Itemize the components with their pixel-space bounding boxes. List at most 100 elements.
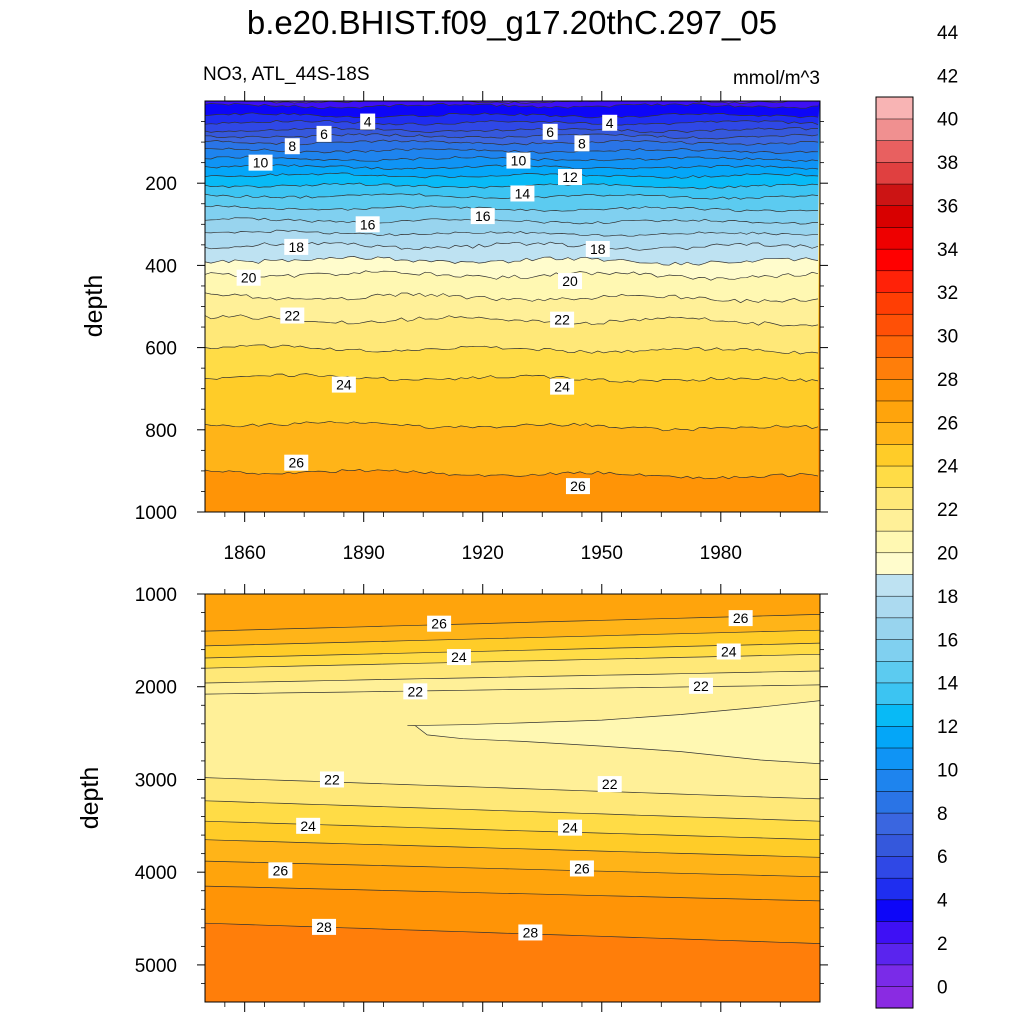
colorbar-frame [875, 96, 914, 1009]
upper-contour-line [204, 119, 819, 126]
upper-x-tick-label: 1890 [343, 543, 385, 564]
colorbar-swatch [875, 595, 914, 619]
lower-contour-line [204, 800, 821, 822]
colorbar-swatch [875, 205, 914, 228]
upper-contour-label: 14 [515, 185, 531, 201]
upper-contour-line [204, 420, 819, 432]
colorbar-label: 2 [937, 934, 948, 955]
upper-contour-label-box [284, 454, 309, 471]
colorbar-label: 28 [937, 370, 958, 391]
colorbar-swatch [875, 639, 914, 662]
upper-contour-label-box [248, 154, 273, 171]
colorbar-swatch [875, 357, 914, 380]
colorbar-swatch [875, 682, 914, 705]
upper-contour-label: 24 [336, 377, 352, 393]
upper-contour-label-box [602, 114, 618, 131]
upper-contour-label-box [558, 169, 583, 186]
lower-contour-label-box [319, 771, 344, 788]
colorbar-swatch [875, 400, 914, 423]
colorbar-label: 12 [937, 717, 958, 738]
upper-contour-line [204, 147, 819, 154]
upper-contour-label-box [510, 185, 535, 202]
lower-y-tick-label: 3000 [135, 770, 177, 791]
lower-contour-label: 22 [408, 683, 424, 699]
upper-contour-label-box [550, 311, 575, 328]
lower-contour-label-box [518, 924, 543, 941]
lower-contour-line [204, 839, 821, 858]
upper-contour-label: 18 [590, 241, 606, 257]
upper-contour-line [204, 270, 819, 281]
colorbar-label: 18 [937, 587, 958, 608]
upper-contour-line [205, 100, 819, 104]
lower-contour-label: 26 [273, 862, 289, 878]
lower-y-tick-label: 4000 [135, 863, 177, 884]
lower-y-tick-label: 5000 [135, 956, 177, 977]
upper-contour-label: 4 [606, 115, 614, 131]
colorbar-label: 20 [937, 544, 958, 565]
colorbar-swatch [875, 270, 914, 293]
lower-contour-label: 28 [316, 919, 332, 935]
lower-y-tick-label: 1000 [135, 585, 177, 606]
colorbar-swatch [875, 834, 914, 857]
lower-contour-line [204, 885, 821, 902]
lower-band [205, 594, 820, 632]
upper-contour-label: 12 [562, 169, 578, 185]
colorbar-label: 32 [937, 283, 958, 304]
upper-contour-label: 26 [288, 455, 304, 471]
upper-contour-label-box [565, 478, 590, 495]
colorbar-swatch [875, 335, 914, 358]
colorbar-label: 40 [937, 110, 958, 131]
upper-contour-label-box [506, 152, 531, 169]
lower-contour-label-box [403, 683, 428, 700]
upper-contour-label-box [558, 273, 583, 290]
lower-contour-label: 22 [602, 776, 618, 792]
colorbar-swatch [875, 986, 914, 1009]
lower-panel: 26 24 22 22 24 26 28 26 24 22 22 24 26 28 1000 2000 3000… [76, 584, 828, 1012]
upper-contour-label: 26 [570, 478, 586, 494]
upper-x-tick-label: 1920 [462, 543, 504, 564]
upper-contour-label: 4 [364, 114, 372, 130]
lower-contour-label-box [597, 776, 622, 793]
colorbar-swatch [875, 920, 914, 944]
colorbar-swatch [875, 443, 914, 467]
colorbar-swatch [875, 183, 914, 206]
upper-contour-label: 16 [360, 216, 376, 232]
upper-contour-label-box [280, 307, 305, 324]
lower-contour-label-box [688, 677, 713, 694]
upper-y-tick-label: 800 [145, 421, 177, 442]
colorbar-swatch [875, 812, 914, 836]
upper-contour-label: 6 [546, 124, 554, 140]
lower-contour-label-box [296, 817, 321, 834]
upper-contour-line [204, 373, 819, 383]
colorbar-swatch [875, 552, 914, 575]
colorbar-swatch [875, 487, 914, 510]
colorbar-swatch [875, 96, 914, 120]
upper-contour-line [204, 205, 818, 213]
upper-y-tick-label: 600 [145, 339, 177, 360]
lower-contour-label-box [558, 819, 583, 836]
colorbar-label: 30 [937, 327, 958, 348]
lower-y-tick-label: 2000 [135, 678, 177, 699]
lower-contour-label: 24 [451, 649, 467, 665]
subtitle-right: mmol/m^3 [732, 68, 820, 89]
upper-contour-line [204, 139, 819, 146]
colorbar-label: 44 [937, 23, 959, 44]
upper-contour-label-box [236, 269, 261, 286]
lower-y-axis-label: depth [76, 767, 104, 830]
upper-x-tick-label: 1950 [581, 543, 623, 564]
upper-y-axis-label: depth [80, 275, 108, 338]
lower-contour-line [204, 629, 821, 647]
upper-contour-line [204, 292, 819, 304]
upper-contour-label: 16 [475, 208, 491, 224]
upper-contour-label-box [284, 138, 300, 155]
upper-contour-label: 10 [253, 155, 269, 171]
colorbar-label: 16 [937, 630, 958, 651]
upper-contour-label-box [470, 208, 495, 225]
lower-contour-line [204, 777, 821, 800]
upper-contour-line [204, 102, 819, 109]
lower-contour-label-box [716, 643, 741, 660]
lower-contour-label-box [427, 615, 452, 632]
lower-contour-label-box [728, 610, 753, 627]
lower-contour-label: 26 [431, 616, 447, 632]
